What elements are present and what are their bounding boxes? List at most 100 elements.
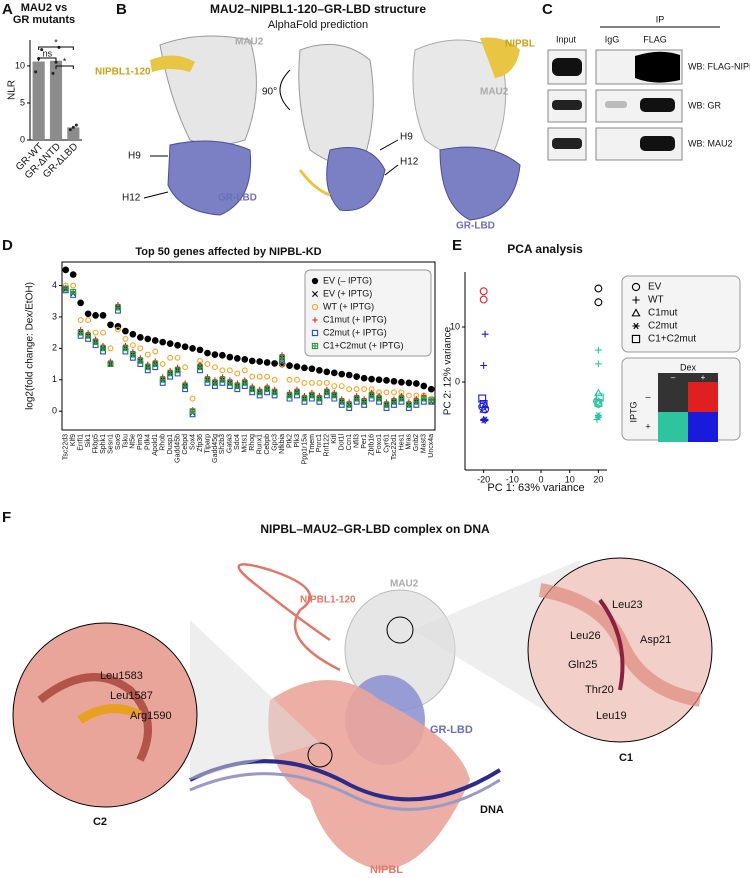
marker [100,348,106,355]
marker [286,376,293,383]
marker [92,312,99,319]
y-tick-label: 5 [20,97,25,107]
y-axis-label: NLR [7,80,18,100]
y-tick-label: 1 [52,374,57,384]
marker [420,398,427,405]
data-point [51,71,55,75]
legend-label: C1mut [648,308,678,319]
marker [286,392,293,399]
condition-swatch [688,412,718,442]
marker [122,336,129,342]
marker [353,386,360,393]
panel-label: E [452,237,462,254]
marker [338,401,345,408]
y-tick-label: 0 [455,376,460,386]
y-axis-label: PC 2: 12% variance [443,326,454,415]
y-tick-label: 10 [15,60,25,70]
marker [167,370,174,377]
x-tick-label: Ptk2 [286,434,293,448]
marker [480,362,488,369]
marker [405,392,412,399]
x-tick-label: Rhog [249,434,256,451]
marker [107,321,114,329]
marker [271,389,278,396]
data-point [34,70,38,74]
marker [312,317,318,323]
significance-label: ns [43,48,53,58]
legend-label: WT (+ IPTG) [323,301,374,311]
marker [159,379,166,386]
marker [308,392,315,399]
marker [338,370,346,378]
label: NIPBL1-120 [300,595,356,606]
x-tick-label: Gpc3 [271,434,278,451]
chart-title: GR mutants [13,14,75,26]
residue: Leu26 [570,630,601,642]
panel-label: B [116,1,127,18]
marker [323,392,330,399]
marker [594,298,603,307]
label: GR-LBD [218,193,257,204]
marker [420,382,428,390]
marker [256,392,263,399]
marker [301,379,308,386]
marker [631,308,641,317]
marker [346,405,353,411]
x-tick-label: Sh2b3 [219,434,226,454]
marker [122,348,129,355]
x-tick-label: Dusp1 [167,434,174,454]
x-tick-label: Cebpb [264,434,271,455]
legend-label: WT [648,295,664,306]
legend-box [304,269,432,357]
marker [331,383,338,389]
x-tick-label: Uncx4a [428,434,435,458]
marker [70,288,77,295]
data-point [71,125,75,129]
marker [279,357,286,364]
marker [204,379,211,386]
marker [361,398,368,405]
marker [226,379,233,386]
marker [264,389,271,396]
label: H12 [122,193,141,204]
legend-label: C1mut (+ IPTG) [323,314,387,324]
marker [226,383,233,389]
marker [360,374,368,382]
condition-swatch [658,412,688,442]
label: DNA [480,804,504,816]
marker [405,401,412,408]
marker [115,304,121,311]
marker [234,383,241,389]
marker [331,392,338,399]
marker [189,345,196,352]
legend-label: EV (– IPTG) [323,275,372,285]
marker [159,376,166,383]
marker [420,395,427,402]
marker [383,401,390,408]
marker [122,345,129,352]
marker [84,310,92,318]
marker [478,394,487,403]
marker [137,361,144,368]
marker [167,373,174,380]
marker [241,367,248,374]
marker [353,373,361,380]
y-axis-label: log2(fold change: Dex/EtOH) [25,282,36,410]
x-tick-label: Mast3 [421,434,428,453]
marker [197,367,203,374]
legend-title: IPTG [628,401,638,422]
label: GR-LBD [430,724,473,736]
marker [92,339,99,346]
legend-header [658,373,718,382]
x-tick-label: Rhob [160,434,167,451]
x-tick-label: Tmem [309,434,316,454]
marker [316,367,323,374]
residue: Arg1590 [130,710,172,722]
legend-label: EV [648,282,662,293]
x-tick-label: Sox9 [115,434,122,450]
blot-label: WB: MAU2 [688,138,733,148]
marker [481,416,489,423]
marker [594,388,603,397]
marker [413,392,420,399]
